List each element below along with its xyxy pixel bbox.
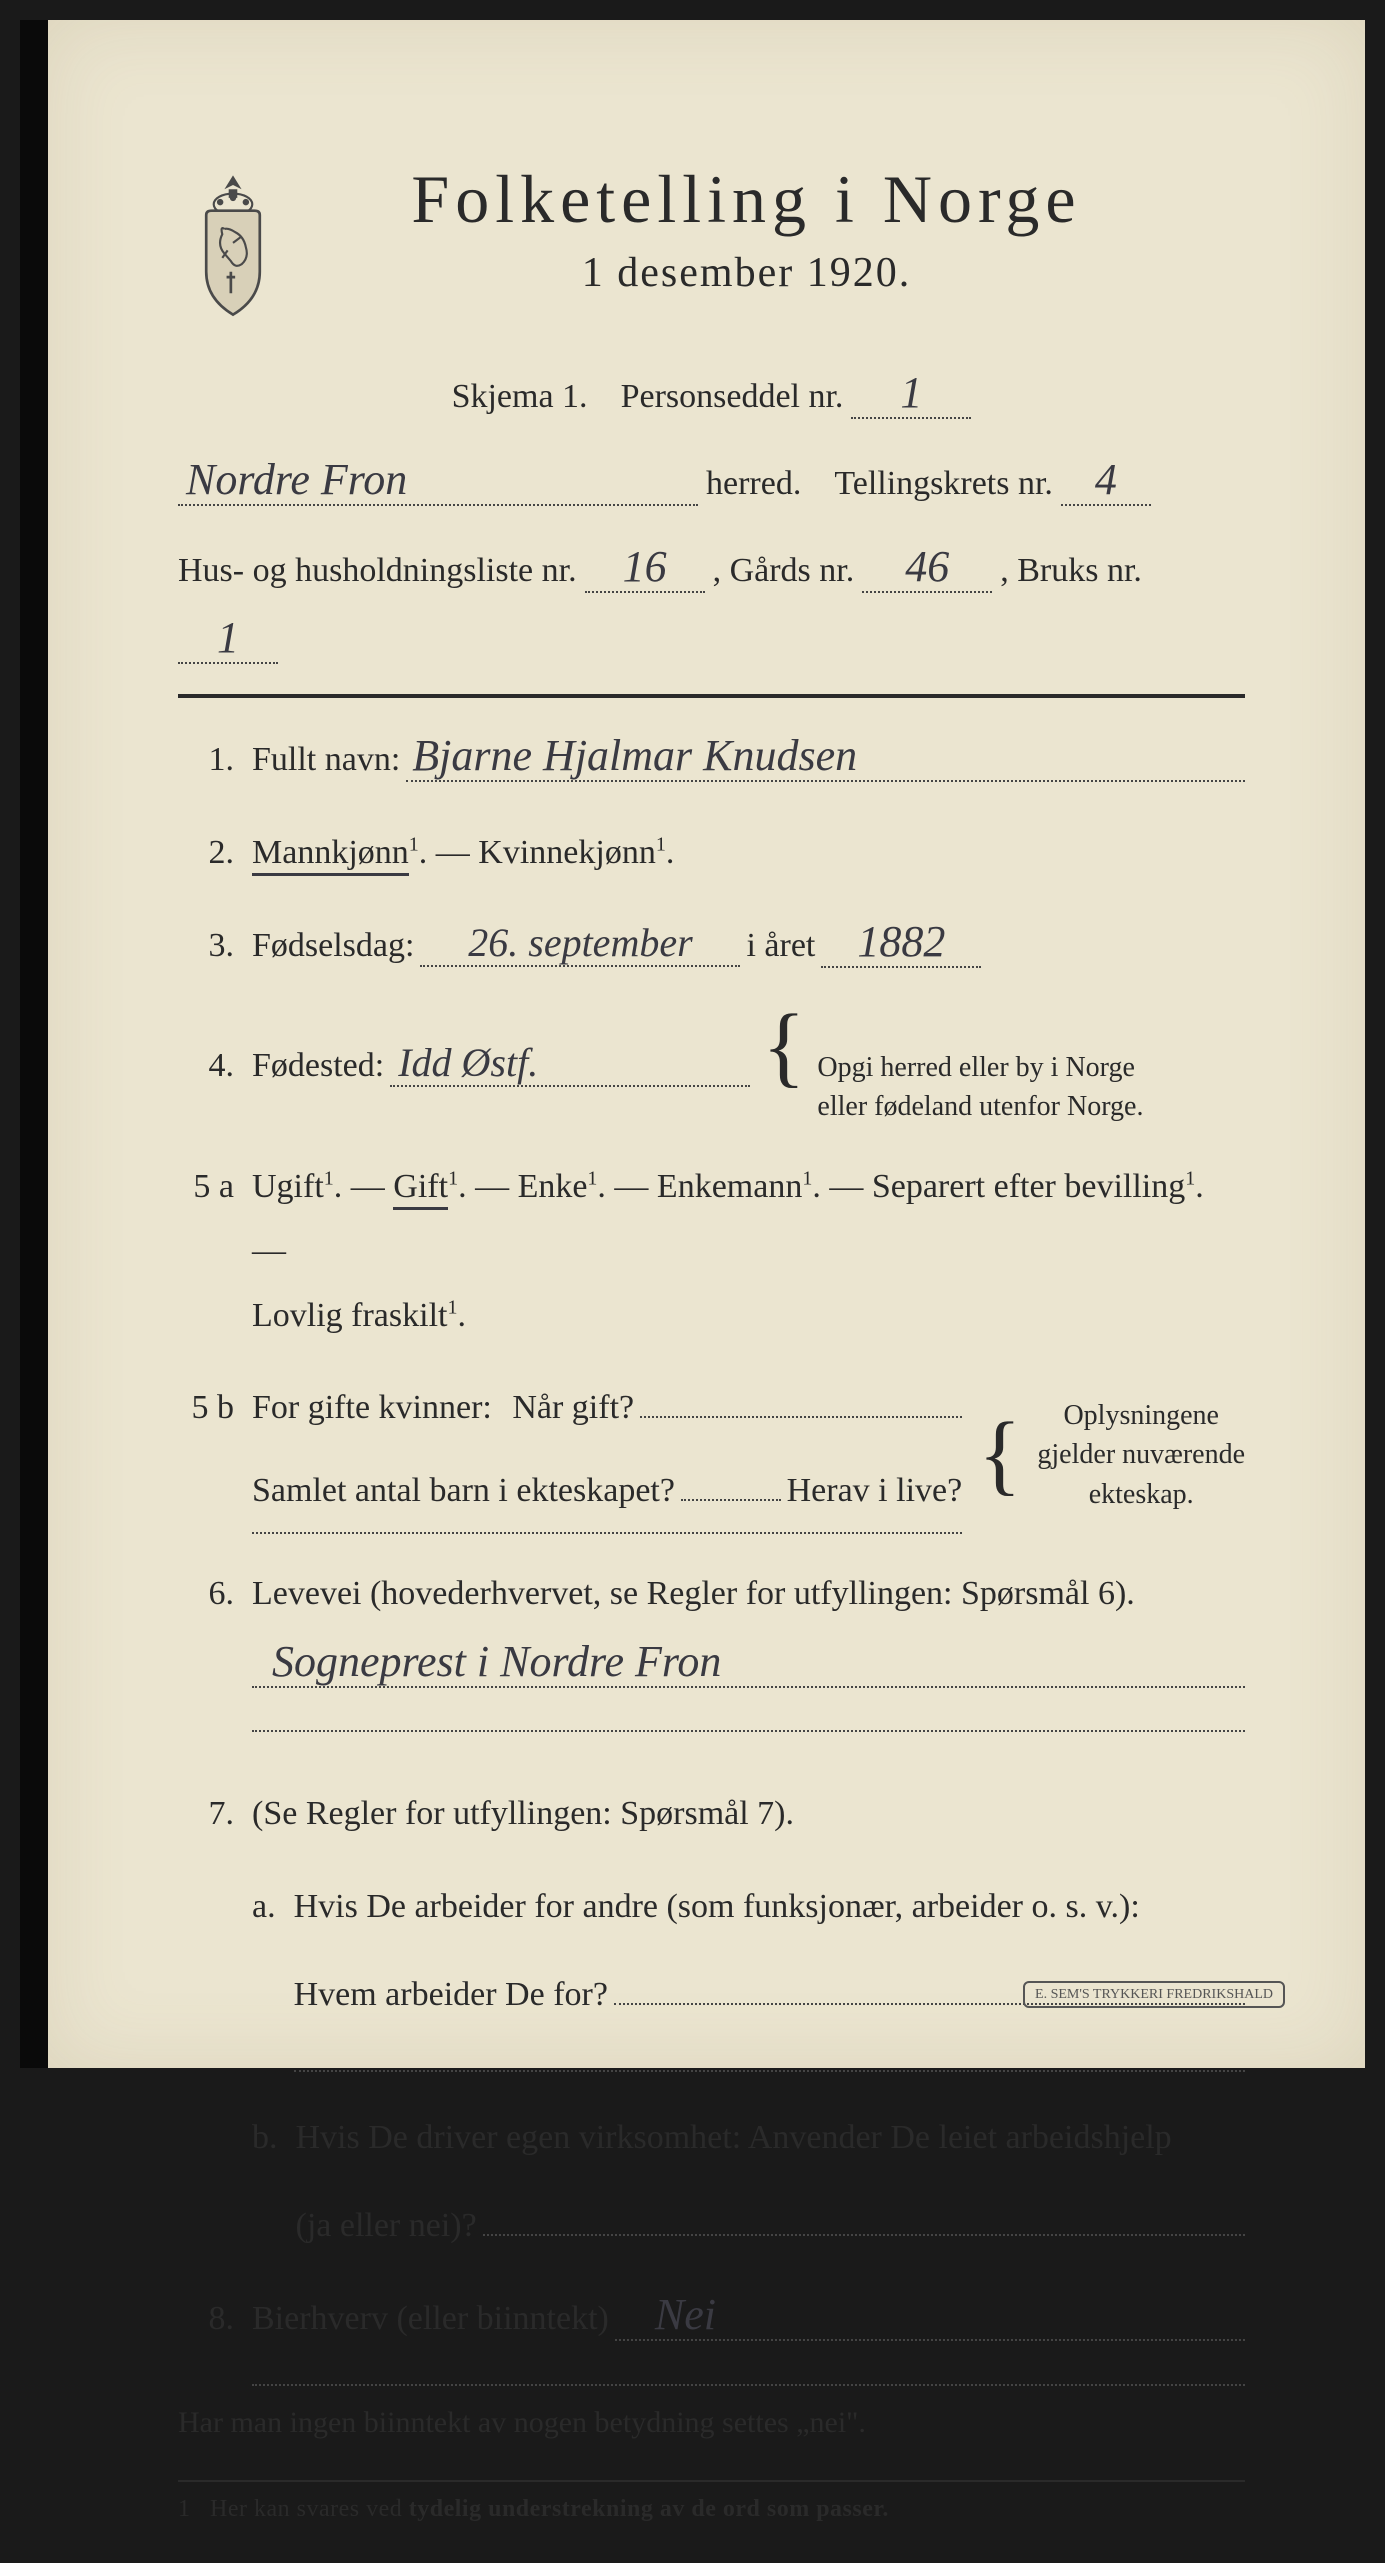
- q2-kvinne: Kvinnekjønn: [478, 834, 656, 871]
- q1-value: Bjarne Hjalmar Knudsen: [406, 734, 1245, 782]
- bruks-label: , Bruks nr.: [1000, 534, 1142, 609]
- q5b-note-l1: Oplysningene: [1063, 1400, 1219, 1431]
- q8-label: Bierhverv (eller biinntekt): [252, 2287, 609, 2352]
- q5a-enke: Enke: [518, 1168, 588, 1205]
- q3-label: Fødselsdag:: [252, 914, 414, 979]
- herred-label: herred.: [706, 447, 801, 522]
- bruks-value: 1: [178, 616, 278, 664]
- q4-value: Idd Østf.: [390, 1043, 750, 1087]
- q4-note-l2: eller fødeland utenfor Norge.: [817, 1091, 1143, 1122]
- q7b-num: b.: [252, 2106, 278, 2259]
- q7b-l1: Hvis De driver egen virksomhet: Anvender…: [296, 2119, 1172, 2156]
- subtitle: 1 desember 1920.: [328, 249, 1165, 297]
- meta-line-2: Nordre Fron herred. Tellingskrets nr. 4: [178, 447, 1245, 522]
- q2-num: 2.: [178, 821, 234, 886]
- q1: 1. Fullt navn: Bjarne Hjalmar Knudsen: [178, 728, 1245, 793]
- q4-label: Fødested:: [252, 1034, 384, 1099]
- q5a-fraskilt: Lovlig fraskilt: [252, 1297, 447, 1334]
- tellingskrets-value: 4: [1061, 458, 1151, 506]
- husliste-value: 16: [585, 545, 705, 593]
- q7-label: (Se Regler for utfyllingen: Spørsmål 7).: [252, 1795, 794, 1832]
- q1-num: 1.: [178, 728, 234, 793]
- coat-of-arms-icon: [178, 170, 288, 320]
- q4-note-l1: Opgi herred eller by i Norge: [817, 1052, 1135, 1083]
- personseddel-value: 1: [851, 371, 971, 419]
- q5b-note-l3: ekteskap.: [1089, 1479, 1194, 1510]
- q5a-gift: Gift: [393, 1168, 448, 1210]
- footnote-a: Her kan svares ved: [210, 2496, 409, 2522]
- gards-label: , Gårds nr.: [713, 534, 855, 609]
- meta-line-1: Skjema 1. Personseddel nr. 1: [178, 360, 1245, 435]
- q5a-separert: Separert efter bevilling: [872, 1168, 1185, 1205]
- q3: 3. Fødselsdag: 26. september i året 1882: [178, 914, 1245, 979]
- skjema-label: Skjema 1.: [452, 360, 588, 435]
- q8-blank2: [252, 2382, 1245, 2386]
- q2: 2. Mannkjønn1. — Kvinnekjønn1.: [178, 821, 1245, 886]
- tellingskrets-label: Tellingskrets nr.: [834, 447, 1053, 522]
- gards-value: 46: [862, 545, 992, 593]
- q7a-num: a.: [252, 1875, 276, 2072]
- title-block: Folketelling i Norge 1 desember 1920.: [328, 160, 1245, 297]
- q4-num: 4.: [178, 1034, 234, 1099]
- q5b-note: Oplysningene gjelder nuværende ekteskap.: [1037, 1396, 1245, 1514]
- q7b-blank: [483, 2232, 1245, 2236]
- q4: 4. Fødested: Idd Østf. { Opgi herred ell…: [178, 1006, 1245, 1126]
- form-content: Folketelling i Norge 1 desember 1920. Sk…: [108, 60, 1335, 2563]
- q2-dash: —: [436, 834, 479, 871]
- q7a-l2: Hvem arbeider De for?: [294, 1963, 608, 2028]
- main-title: Folketelling i Norge: [328, 160, 1165, 239]
- q6-value: Sogneprest i Nordre Fron: [252, 1640, 1245, 1688]
- q8-value: Nei: [615, 2293, 1245, 2341]
- q8-num: 8.: [178, 2287, 234, 2352]
- brace-icon: {: [978, 1414, 1021, 1495]
- q3-num: 3.: [178, 914, 234, 979]
- q6-num: 6.: [178, 1562, 234, 1627]
- q5b-nar: Når gift?: [512, 1376, 634, 1441]
- q5b-barn-blank: [681, 1497, 781, 1501]
- divider: [178, 694, 1245, 698]
- header: Folketelling i Norge 1 desember 1920.: [178, 160, 1245, 320]
- footnote-b: tydelig understrekning av de ord som pas…: [409, 2496, 889, 2522]
- footnote: 1 Her kan svares ved tydelig understrekn…: [178, 2496, 1245, 2523]
- census-form-page: Folketelling i Norge 1 desember 1920. Sk…: [20, 20, 1365, 2068]
- q5a: 5 a Ugift1. — Gift1. — Enke1. — Enkemann…: [178, 1155, 1245, 1349]
- q5b: 5 b For gifte kvinner: Når gift? Samlet …: [178, 1376, 1245, 1533]
- q5b-nar-blank: [640, 1414, 962, 1418]
- footnote-rule: [178, 2480, 1245, 2482]
- q5b-label: For gifte kvinner:: [252, 1376, 492, 1441]
- q1-label: Fullt navn:: [252, 728, 400, 793]
- q5a-enkemann: Enkemann: [657, 1168, 802, 1205]
- note-bottom: Har man ingen biinntekt av nogen betydni…: [178, 2406, 1245, 2440]
- personseddel-label: Personseddel nr.: [621, 360, 844, 435]
- q5b-herav-blank: [252, 1530, 962, 1534]
- q7a-blank2: [294, 2068, 1245, 2072]
- husliste-label: Hus- og husholdningsliste nr.: [178, 534, 577, 609]
- q7-num: 7.: [178, 1782, 234, 1847]
- q5b-note-l2: gjelder nuværende: [1037, 1439, 1245, 1470]
- footnote-num: 1: [178, 2496, 191, 2522]
- q6-label: Levevei (hovederhvervet, se Regler for u…: [252, 1575, 1135, 1612]
- form-metadata: Skjema 1. Personseddel nr. 1 Nordre Fron…: [178, 360, 1245, 664]
- q8: 8. Bierhverv (eller biinntekt) Nei: [178, 2287, 1245, 2352]
- q5b-herav: Herav i live?: [787, 1459, 963, 1524]
- printer-stamp: E. SEM'S TRYKKERI FREDRIKSHALD: [1023, 1981, 1285, 2008]
- q7a-l1: Hvis De arbeider for andre (som funksjon…: [294, 1888, 1140, 1925]
- q5b-num: 5 b: [178, 1376, 234, 1441]
- q6: 6. Levevei (hovederhvervet, se Regler fo…: [178, 1562, 1245, 1733]
- brace-icon: {: [762, 1006, 805, 1087]
- q5b-barn: Samlet antal barn i ekteskapet?: [252, 1459, 675, 1524]
- meta-line-3: Hus- og husholdningsliste nr. 16 , Gårds…: [178, 534, 1245, 665]
- q3-year-label: i året: [746, 914, 815, 979]
- q3-year: 1882: [821, 920, 981, 968]
- q6-blank2: [252, 1728, 1245, 1732]
- q5a-ugift: Ugift: [252, 1168, 324, 1205]
- q4-note: Opgi herred eller by i Norge eller fødel…: [817, 1048, 1143, 1126]
- herred-value: Nordre Fron: [178, 458, 698, 506]
- q7b-l2: (ja eller nei)?: [296, 2194, 477, 2259]
- q2-mann: Mannkjønn: [252, 834, 409, 876]
- q5a-num: 5 a: [178, 1155, 234, 1220]
- q3-day: 26. september: [420, 923, 740, 967]
- q7: 7. (Se Regler for utfyllingen: Spørsmål …: [178, 1782, 1245, 2259]
